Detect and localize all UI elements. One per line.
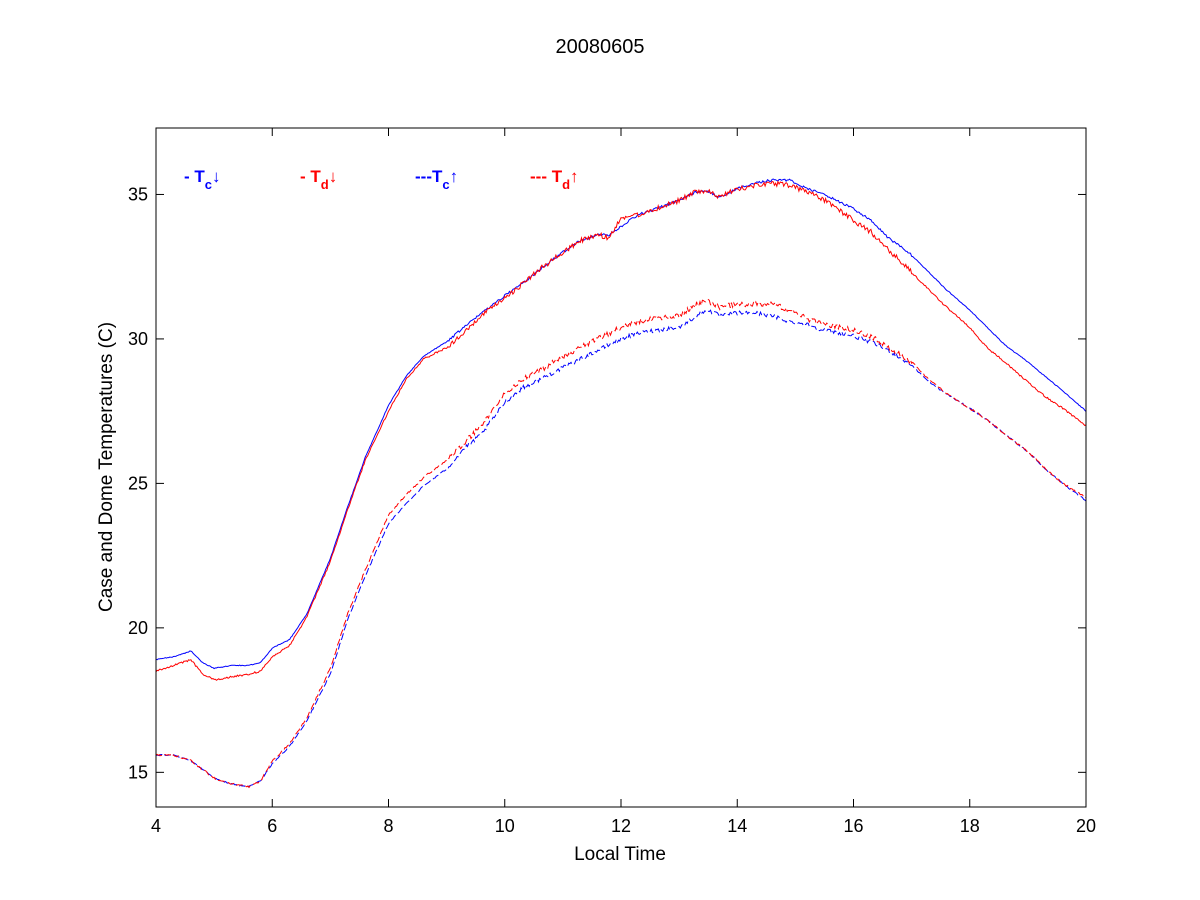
legend: - Tc↓ - Td↓ ---Tc↑ --- Td↑ bbox=[184, 167, 579, 192]
x-tick-label: 14 bbox=[727, 816, 747, 836]
y-tick-label: 30 bbox=[128, 329, 148, 349]
series-line-td_up bbox=[155, 298, 1087, 789]
x-tick-label: 6 bbox=[267, 816, 277, 836]
y-tick-label: 35 bbox=[128, 184, 148, 204]
series-layer bbox=[155, 178, 1087, 789]
y-axis: 15 20 25 30 35 bbox=[128, 184, 1086, 782]
x-tick-label: 8 bbox=[383, 816, 393, 836]
series-line-tc_up bbox=[155, 309, 1087, 788]
y-tick-label: 20 bbox=[128, 618, 148, 638]
x-tick-label: 16 bbox=[843, 816, 863, 836]
x-axis: 4 6 8 10 12 14 16 18 20 bbox=[151, 128, 1096, 836]
x-tick-label: 12 bbox=[611, 816, 631, 836]
chart-title: 20080605 bbox=[556, 36, 645, 58]
x-tick-label: 20 bbox=[1076, 816, 1096, 836]
y-axis-label: Case and Dome Temperatures (C) bbox=[96, 322, 117, 612]
y-tick-label: 15 bbox=[128, 762, 148, 782]
legend-item-tc_down: - Tc↓ bbox=[184, 167, 221, 192]
x-tick-label: 18 bbox=[960, 816, 980, 836]
series-line-td_down bbox=[155, 180, 1087, 681]
legend-item-td_down: - Td↓ bbox=[300, 167, 337, 192]
legend-item-tc_up: ---Tc↑ bbox=[415, 167, 458, 192]
series-line-tc_down bbox=[155, 178, 1087, 670]
y-tick-label: 25 bbox=[128, 473, 148, 493]
x-tick-label: 4 bbox=[151, 816, 161, 836]
x-axis-label: Local Time bbox=[574, 844, 666, 865]
x-tick-label: 10 bbox=[495, 816, 515, 836]
legend-item-td_up: --- Td↑ bbox=[530, 167, 579, 192]
